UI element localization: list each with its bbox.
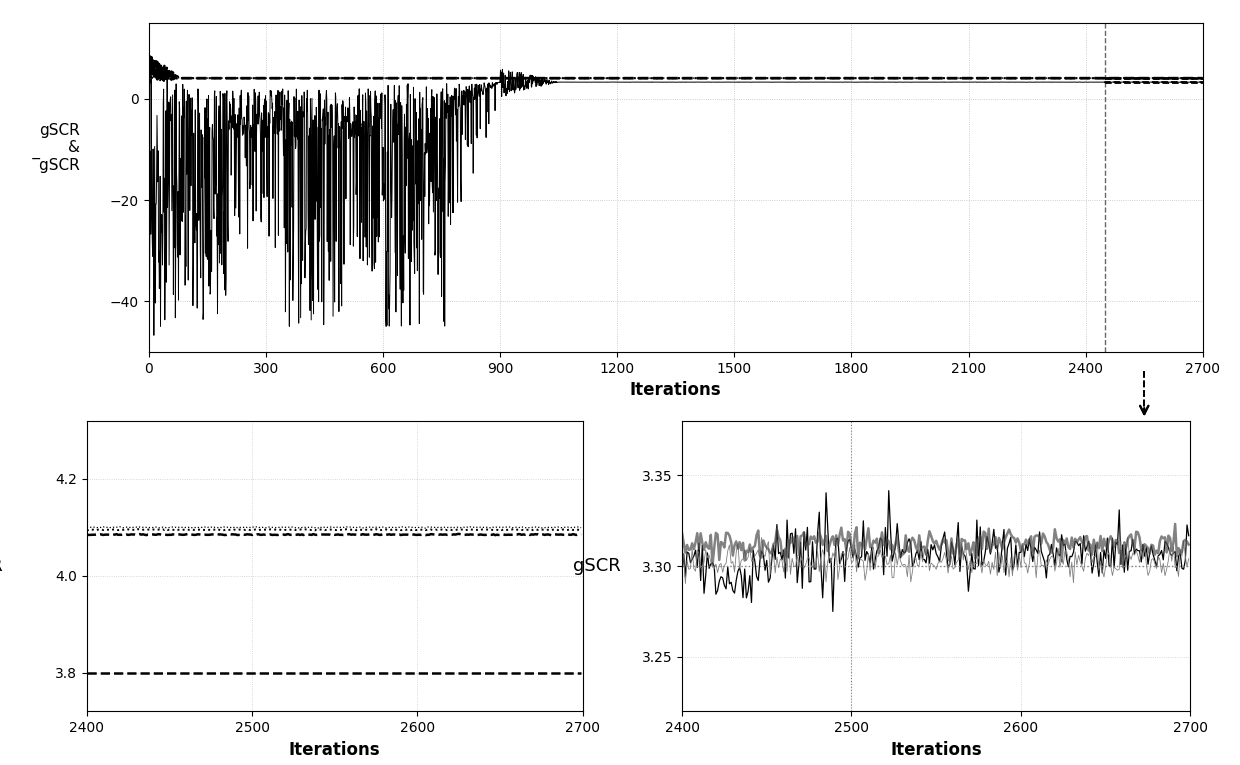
Y-axis label: ̅gSCR: ̅gSCR — [0, 557, 2, 575]
X-axis label: Iterations: Iterations — [890, 741, 982, 759]
X-axis label: Iterations: Iterations — [630, 381, 722, 399]
Y-axis label: gSCR
&
̅gSCR: gSCR & ̅gSCR — [40, 123, 81, 173]
X-axis label: Iterations: Iterations — [289, 741, 381, 759]
Y-axis label: gSCR: gSCR — [573, 557, 621, 575]
